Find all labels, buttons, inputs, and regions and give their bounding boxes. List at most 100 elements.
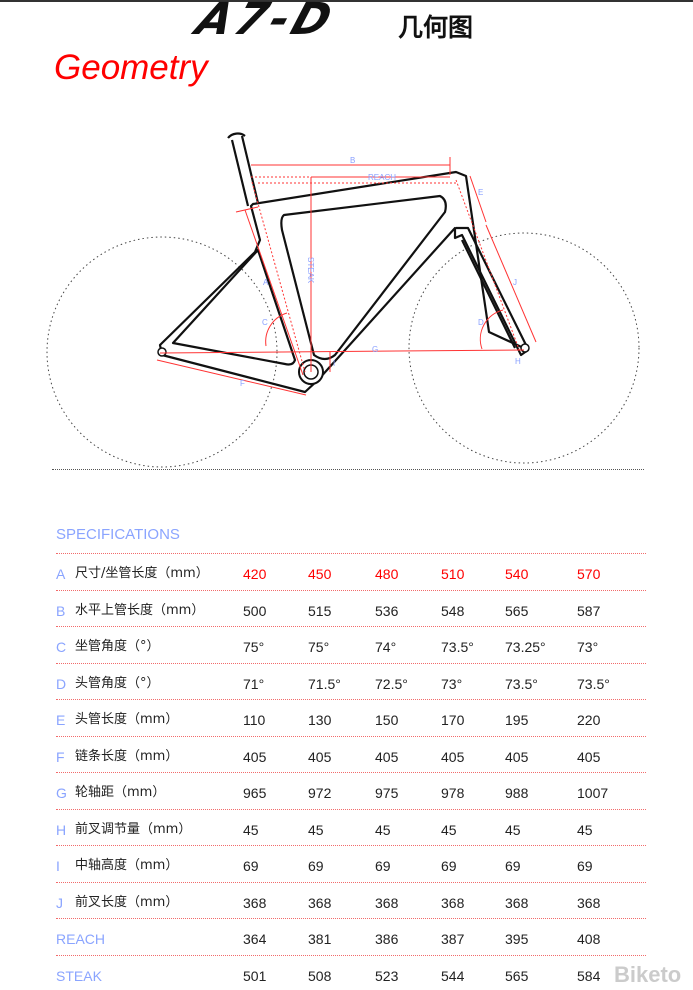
table-row: I 中轴高度（mm） 69 69 69 69 69 69 <box>0 856 693 876</box>
cell-value: 69 <box>308 858 324 874</box>
table-row: G 轮轴距（mm） 965 972 975 978 988 1007 <box>0 783 693 803</box>
label-j: J <box>513 278 517 287</box>
row-label: 尺寸/坐管长度（mm） <box>75 566 209 581</box>
row-divider <box>56 845 646 846</box>
table-row: E 头管长度（mm） 110 130 150 170 195 220 <box>0 710 693 730</box>
cell-value: 69 <box>441 858 457 874</box>
cell-value: 480 <box>375 566 399 582</box>
row-divider <box>56 954 646 956</box>
cell-value: 515 <box>308 602 332 619</box>
cell-value: 386 <box>375 931 399 947</box>
cell-value: 548 <box>441 602 465 619</box>
table-row: C 坐管角度（°） 75° 75° 74° 73.5° 73.25° 73° <box>0 637 693 657</box>
cell-value: 500 <box>243 602 267 619</box>
cell-value: 587 <box>577 602 601 619</box>
label-reach: REACH <box>368 173 396 182</box>
cell-value: 69 <box>505 858 521 874</box>
front-axle <box>520 343 530 353</box>
cell-value: 195 <box>505 712 529 728</box>
ground-line <box>52 469 644 470</box>
cell-value: 965 <box>243 785 267 801</box>
cell-value: 220 <box>577 712 601 728</box>
cell-value: 73° <box>577 639 599 655</box>
label-g: G <box>372 345 378 354</box>
cell-value: 972 <box>308 785 332 801</box>
cell-value: 405 <box>308 748 332 765</box>
cell-value: 450 <box>308 566 332 582</box>
row-label: 头管角度（°） <box>75 675 160 691</box>
label-i: I <box>333 359 335 368</box>
row-letter: STEAK <box>56 967 102 984</box>
label-a: A <box>263 278 269 287</box>
cell-value: 405 <box>577 748 601 765</box>
cell-value: 368 <box>505 894 529 911</box>
row-letter: D <box>56 675 67 692</box>
table-row: A 尺寸/坐管长度（mm） 420 450 480 510 540 570 <box>0 564 693 584</box>
table-row: F 链条长度（mm） 405 405 405 405 405 405 <box>0 747 693 767</box>
row-letter: I <box>56 858 60 874</box>
row-label: 坐管角度（°） <box>75 639 160 654</box>
row-label: 中轴高度（mm） <box>75 858 179 873</box>
front-wheel <box>408 232 640 464</box>
cell-value: 75° <box>308 639 330 655</box>
cell-value: 570 <box>577 566 601 582</box>
geometry-heading: Geometry <box>54 48 208 87</box>
cell-value: 395 <box>505 931 529 947</box>
title-cn: 几何图 <box>398 13 474 42</box>
cell-value: 540 <box>505 566 529 582</box>
cell-value: 988 <box>505 785 529 801</box>
cell-value: 408 <box>577 931 601 947</box>
table-row: J 前叉长度（mm） 368 368 368 368 368 368 <box>0 893 693 913</box>
label-steak: STEAK <box>306 257 315 284</box>
rear-triangle-inner <box>171 248 297 366</box>
cell-value: 150 <box>375 712 399 728</box>
table-row: REACH 364 381 386 387 395 408 <box>0 929 693 949</box>
cell-value: 45 <box>375 821 391 838</box>
cell-value: 565 <box>505 602 529 619</box>
cell-value: 73.5° <box>441 639 474 655</box>
specifications-title: SPECIFICATIONS <box>56 526 180 543</box>
label-h: H <box>515 357 521 366</box>
row-divider <box>56 626 646 627</box>
cell-value: 387 <box>441 931 465 947</box>
row-letter: F <box>56 748 65 765</box>
frame-outline <box>158 170 530 394</box>
row-divider <box>56 735 646 737</box>
row-divider <box>56 881 646 883</box>
cell-value: 381 <box>308 931 332 947</box>
cell-value: 523 <box>375 967 399 984</box>
cell-value: 975 <box>375 785 399 801</box>
cell-value: 368 <box>375 894 399 911</box>
cell-value: 405 <box>375 748 399 765</box>
cell-value: 71.5° <box>308 675 341 692</box>
row-label: 水平上管长度（mm） <box>75 602 205 618</box>
row-divider <box>56 808 646 810</box>
cell-value: 74° <box>375 639 397 655</box>
cell-value: 420 <box>243 566 267 582</box>
cell-value: 368 <box>308 894 332 911</box>
cell-value: 73.5° <box>505 675 538 692</box>
cell-value: 510 <box>441 566 465 582</box>
row-label: 前叉长度（mm） <box>75 894 179 910</box>
cell-value: 45 <box>577 821 593 838</box>
watermark-logo: Biketo <box>614 962 682 987</box>
cell-value: 1007 <box>577 785 609 801</box>
cell-value: 110 <box>243 712 266 728</box>
cell-value: 364 <box>243 931 267 947</box>
row-label: 链条长度（mm） <box>75 748 179 764</box>
cell-value: 75° <box>243 639 265 655</box>
row-label: 前叉调节量（mm） <box>75 821 192 837</box>
fork <box>456 226 527 349</box>
cell-value: 130 <box>308 712 332 728</box>
cell-value: 501 <box>243 967 267 984</box>
cell-value: 170 <box>441 712 465 728</box>
cell-value: 45 <box>505 821 521 838</box>
cell-value: 368 <box>243 894 267 911</box>
cell-value: 45 <box>441 821 457 838</box>
cell-value: 978 <box>441 785 465 801</box>
cell-value: 544 <box>441 967 465 984</box>
row-divider <box>56 589 646 591</box>
cell-value: 405 <box>505 748 529 765</box>
cell-value: 71° <box>243 675 265 692</box>
cell-value: 69 <box>243 858 259 874</box>
